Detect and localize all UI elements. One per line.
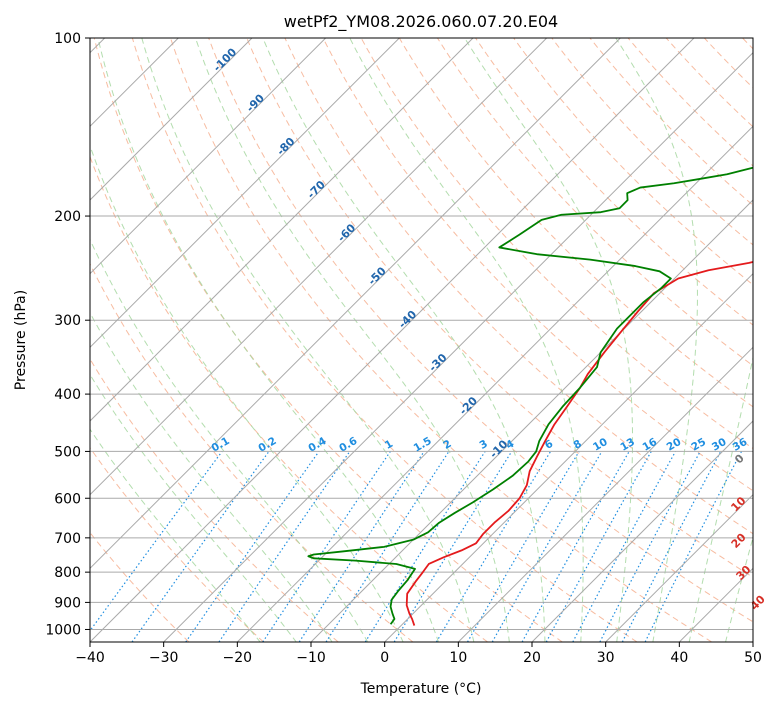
mixing-ratio-line [393, 451, 513, 642]
x-tick-label: 20 [523, 650, 541, 666]
moist-adiabat [97, 38, 440, 642]
y-axis-label: Pressure (hPa) [13, 290, 29, 390]
y-tick-label: 200 [54, 209, 81, 225]
mixing-ratio-line [521, 451, 630, 642]
y-tick-label: 400 [54, 387, 81, 403]
mixing-ratio-line [364, 451, 486, 642]
x-tick-label: 30 [597, 650, 615, 666]
mixing-ratio-line [435, 451, 552, 642]
dry-adiabat [513, 38, 753, 286]
dry-adiabat [90, 446, 264, 642]
x-axis: −40 −30 −20 −10 0 10 20 30 40 50 [75, 642, 762, 666]
temperature-profile-line [405, 261, 753, 626]
isotherm-line [531, 420, 753, 642]
isotherm-line [90, 38, 327, 275]
isotherm-line [163, 51, 753, 642]
isotherm-line [384, 272, 753, 642]
dry-adiabat [246, 38, 753, 578]
moist-adiabat [688, 355, 753, 642]
y-tick-label: 100 [54, 31, 81, 47]
isotherm-line [90, 38, 548, 496]
y-tick-label: 800 [54, 565, 81, 581]
y-tick-label: 1000 [45, 622, 81, 638]
mixing-ratio-line [572, 451, 677, 642]
y-tick-label: 600 [54, 491, 81, 507]
y-axis: 100 200 300 400 500 600 700 800 900 1000 [45, 31, 90, 638]
mixing-ratio-line [218, 451, 351, 642]
isotherm-line [236, 125, 753, 642]
x-tick-label: −20 [223, 650, 253, 666]
x-tick-label: 40 [670, 650, 688, 666]
series-layer [307, 166, 753, 626]
background-lines [90, 38, 753, 642]
isotherm-line [605, 493, 753, 642]
y-tick-label: 300 [54, 313, 81, 329]
isotherm-line [90, 38, 695, 642]
moist-adiabat [90, 311, 333, 642]
isotherm-line [310, 199, 753, 642]
isotherm-line [90, 38, 621, 570]
x-tick-label: −30 [149, 650, 179, 666]
x-tick-label: −10 [296, 650, 326, 666]
plot-background [90, 38, 753, 642]
mixing-ratio-line [466, 451, 580, 642]
dewpoint-profile-line [307, 166, 753, 625]
mixing-ratio-line [90, 451, 223, 632]
moist-adiabat [195, 38, 510, 642]
x-tick-label: 0 [380, 650, 389, 666]
mixing-ratio-line [491, 451, 603, 642]
moist-adiabat [90, 144, 404, 642]
y-tick-label: 900 [54, 595, 81, 611]
dry-adiabat [322, 38, 753, 492]
chart-title: wetPf2_YM08.2026.060.07.20.E04 [284, 12, 558, 32]
dry-adiabat [131, 38, 638, 642]
moist-adiabat [90, 238, 369, 642]
x-tick-label: −40 [75, 650, 105, 666]
mixing-ratio-line [131, 451, 270, 642]
isotherm-line [752, 641, 753, 642]
x-axis-label: Temperature (°C) [360, 681, 482, 697]
moist-adiabat [141, 38, 475, 642]
x-tick-label: 10 [449, 650, 467, 666]
y-tick-label: 700 [54, 531, 81, 547]
x-tick-label: 50 [744, 650, 762, 666]
isotherm-line [90, 38, 474, 422]
isotherm-line [457, 346, 753, 642]
dry-adiabat [208, 38, 753, 623]
moist-adiabat [90, 428, 261, 642]
y-tick-label: 500 [54, 444, 81, 460]
isotherm-line [90, 38, 400, 349]
moist-adiabat [262, 38, 546, 642]
moist-adiabat [725, 535, 753, 642]
moist-adiabat [615, 38, 698, 642]
dry-adiabat [398, 38, 753, 408]
moist-adiabat [90, 373, 297, 642]
dry-adiabat [627, 38, 753, 167]
plot-frame [89, 37, 754, 643]
isotherm-line [90, 38, 253, 201]
dry-adiabat [475, 38, 753, 326]
